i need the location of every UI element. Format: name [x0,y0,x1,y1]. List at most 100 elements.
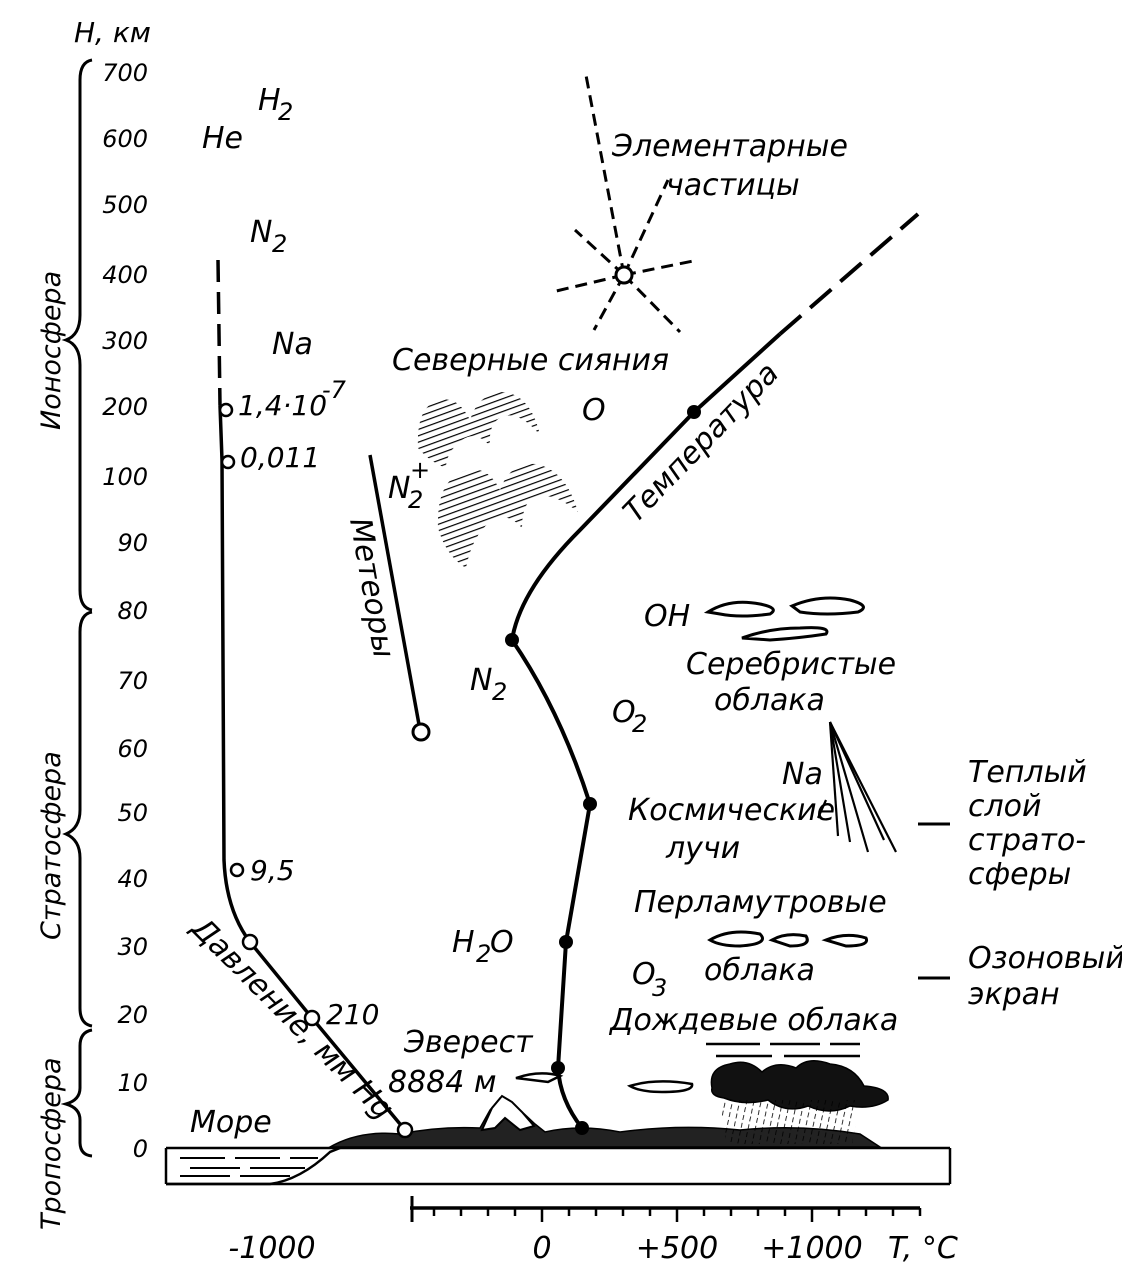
pressure-curve-dashed [216,259,222,406]
y-tick-label: 80 [117,597,148,625]
y-tick-label: 20 [117,1001,148,1029]
gas-he-label: He [202,121,243,156]
temperature-markers [505,405,701,1135]
silvery-clouds-label-1: Серебристые [686,647,896,682]
y-tick-label: 200 [102,393,148,421]
rain-streaks [720,1100,860,1144]
y-tick-label: 60 [117,735,148,763]
gas-h2o-sub: 2 [476,940,491,968]
ionosphere-brace [61,58,93,612]
pressure-value-40: 9,5 [250,854,295,887]
warm-layer-label-1: Теплый [968,755,1087,790]
y-tick-label: 30 [117,933,148,961]
silvery-clouds-label-2: облака [714,683,825,718]
layer-label-troposphere: Тропосфера [36,1057,67,1230]
y-axis-title: H, км [74,16,151,49]
temperature-curve-dashed [778,212,920,336]
gas-o3-sub: 3 [652,974,667,1002]
gas-na-label: Na [272,327,313,362]
elementary-label-2: частицы [666,168,800,203]
rain-clouds-label: Дождевые облака [608,1003,898,1038]
elementary-particle-tracks [551,69,699,334]
stratosphere-brace [62,610,93,1028]
y-tick-label: 400 [102,261,148,289]
gas-o-label: O [582,393,606,428]
pressure-value-20: 210 [326,998,379,1031]
sea-label: Море [190,1105,272,1140]
y-tick-label: 100 [102,463,148,491]
temperature-label: Температура [617,356,786,530]
y-tick-label: 90 [117,529,148,557]
aurora-upper [417,392,540,468]
x-tick-label: +500 [636,1231,718,1266]
gas-o2-sub: 2 [632,710,647,738]
meteor-trail [368,454,422,731]
everest-label-1: Эверест [403,1025,534,1060]
y-tick-label: 10 [117,1069,148,1097]
rain-cloud-lines [706,1042,860,1058]
gas-h2-label: H [258,83,281,118]
meteor-head [411,722,431,742]
cosmic-ray-lines [828,721,897,853]
cosmic-rays-label-1: Космические [628,793,835,828]
y-tick-label: 40 [117,865,148,893]
temperature-curve [509,332,782,1130]
elementary-label-1: Элементарные [611,129,848,164]
silvery-clouds [703,596,865,642]
gas-h2o-tail: O [490,925,514,960]
warm-layer-label-4: сферы [968,857,1071,892]
troposphere-brace [60,1028,93,1158]
nacreous-clouds-label-1: Перламутровые [634,885,887,920]
sea-water [180,1157,318,1177]
meteors-label: Метеоры [342,515,401,660]
cosmic-rays-label-2: лучи [665,831,740,866]
nacreous-clouds-label-2: облака [704,953,815,988]
gas-n2plus-sup: + [410,456,430,484]
sea-floor [166,1146,341,1186]
x-tick-label: -1000 [228,1231,315,1266]
elementary-particle-core [614,265,634,285]
everest-label-2: 8884 м [388,1065,497,1100]
ozone-screen-label-1: Озоновый [968,941,1122,976]
x-axis-minor-ticks [410,1196,922,1222]
gas-o3-label: O [632,957,656,992]
gas-n2-label: N [250,215,272,250]
gas-n2plus-label: N [388,471,410,506]
y-tick-label: 600 [102,125,148,153]
x-tick-label: +1000 [761,1231,862,1266]
x-axis-title: T, °C [888,1231,958,1266]
pressure-value-200: 1,4·10 [238,389,327,422]
gas-n2-mid-label: N [470,663,492,698]
ozone-screen-label-2: экран [968,977,1060,1012]
everest-peak [480,1094,536,1132]
gas-h2-sub: 2 [278,98,293,126]
x-tick-labels: -1000 0 +500 +1000 [228,1231,862,1266]
y-tick-label: 300 [102,327,148,355]
nacreous-clouds [707,930,869,948]
gas-na-low-label: Na [782,757,823,792]
layer-label-ionosphere: Ионосфера [36,271,67,430]
small-clouds [515,1072,694,1094]
y-tick-label: 70 [117,667,148,695]
x-tick-label: 0 [532,1231,551,1266]
pressure-value-100: 0,011 [240,441,320,474]
y-tick-label: 500 [102,191,148,219]
gas-h2o-label: H [452,925,475,960]
pressure-value-200-exp: -7 [322,376,347,404]
gas-n2plus-sub: 2 [408,486,423,514]
y-tick-label: 700 [102,59,148,87]
aurora-lower [437,463,578,568]
gas-n2-mid-sub: 2 [492,678,507,706]
y-tick-label: 50 [117,799,148,827]
cosmic-ray-pointer [816,799,828,819]
y-tick-label: 0 [133,1135,148,1163]
pressure-markers [218,402,414,1139]
warm-layer-label-2: слой [968,789,1042,824]
gas-o2-label: O [612,695,636,730]
warm-layer-label-3: страто- [968,823,1086,858]
aurora-label: Северные сияния [392,343,669,378]
gas-n2-sub: 2 [272,230,287,258]
layer-label-stratosphere: Стратосфера [36,751,67,940]
